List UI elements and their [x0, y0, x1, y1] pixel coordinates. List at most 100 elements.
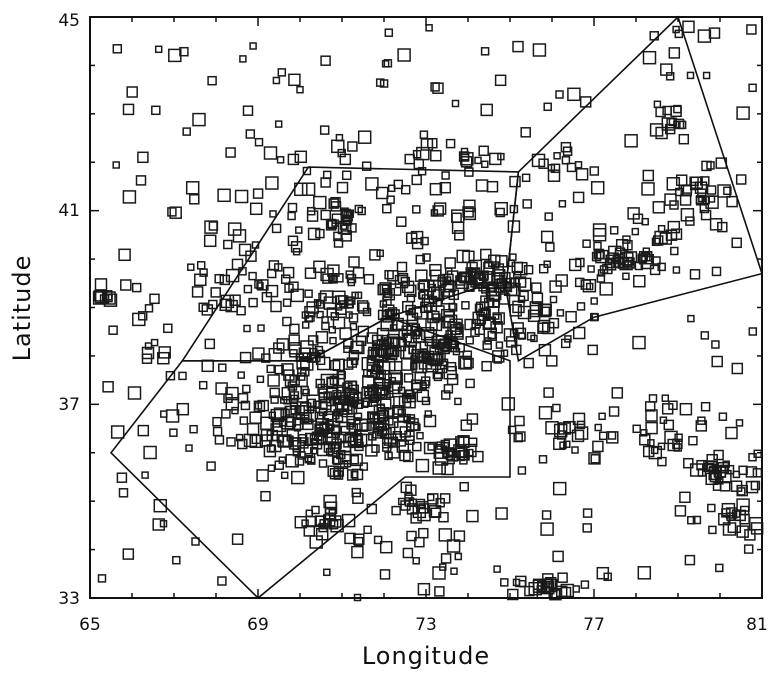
scatter-point [712, 482, 722, 491]
scatter-point [221, 409, 231, 419]
scatter-point [163, 323, 173, 334]
scatter-point [116, 472, 128, 483]
scatter-point [556, 309, 565, 317]
scatter-point [347, 141, 358, 152]
scatter-point [645, 409, 658, 422]
scatter-point [120, 279, 132, 291]
scatter-point [215, 382, 228, 395]
scatter-point [379, 79, 389, 88]
scatter-point [670, 105, 682, 118]
scatter-point [122, 103, 135, 116]
scatter-point [418, 527, 429, 539]
scatter-point [492, 350, 505, 363]
scatter-point [424, 410, 433, 418]
scatter-point [288, 394, 299, 405]
scatter-point [321, 316, 329, 324]
scatter-point [711, 340, 720, 349]
scatter-point [351, 487, 362, 498]
scatter-point [289, 323, 300, 335]
scatter-point [333, 238, 344, 248]
scatter-point [97, 574, 107, 583]
scatter-point [294, 515, 308, 529]
scatter-point [738, 465, 748, 476]
scatter-point [349, 434, 364, 449]
scatter-point [701, 160, 712, 172]
scatter-point [470, 327, 480, 337]
scatter-point [403, 373, 414, 383]
scatter-point [340, 214, 351, 225]
scatter-point [480, 103, 493, 117]
scatter-point [518, 579, 527, 588]
scatter-point [118, 248, 131, 262]
scatter-point [558, 422, 571, 435]
scatter-point [493, 269, 506, 281]
scatter-point [313, 195, 327, 210]
scatter-point [384, 347, 398, 361]
scatter-point [235, 433, 244, 442]
scatter-point [501, 397, 516, 411]
scatter-point [423, 414, 437, 428]
scatter-point [214, 273, 224, 284]
scatter-point [283, 396, 292, 405]
scatter-point [679, 194, 692, 206]
scatter-point [494, 74, 507, 87]
scatter-point [110, 425, 125, 439]
scatter-point [376, 426, 388, 437]
scatter-point [549, 295, 558, 304]
scatter-point [198, 380, 208, 390]
scatter-point [632, 424, 641, 434]
scatter-point [437, 274, 446, 282]
scatter-point [315, 378, 325, 389]
scatter-point [491, 261, 500, 269]
scatter-point [389, 382, 401, 395]
scatter-point [285, 454, 299, 468]
scatter-point [572, 326, 586, 340]
scatter-point [523, 264, 534, 275]
scatter-point [263, 146, 278, 160]
scatter-point [165, 370, 176, 381]
scatter-point [299, 402, 312, 414]
scatter-point [307, 227, 321, 241]
scatter-point [271, 223, 282, 234]
scatter-point [726, 195, 738, 208]
scatter-point [237, 371, 245, 379]
scatter-point [560, 338, 571, 349]
scatter-point [288, 342, 302, 355]
scatter-point [154, 45, 163, 54]
scatter-point [254, 402, 263, 410]
scatter-point [582, 523, 592, 533]
scatter-point [567, 87, 581, 102]
scatter-point [397, 272, 409, 284]
scatter-point [441, 390, 451, 400]
scatter-point [272, 417, 283, 428]
scatter-point [571, 429, 585, 443]
scatter-point [301, 311, 310, 319]
scatter-point [459, 481, 469, 492]
scatter-point [406, 293, 416, 303]
scatter-point [257, 399, 270, 412]
scatter-point [622, 239, 633, 251]
scatter-point [683, 457, 694, 469]
scatter-point [673, 104, 682, 114]
scatter-point [655, 126, 668, 140]
scatter-point [301, 182, 316, 196]
scatter-point [684, 554, 696, 566]
scatter-point [291, 470, 305, 485]
scatter-point [446, 361, 457, 372]
scatter-point [425, 318, 438, 331]
scatter-point [150, 338, 159, 347]
scatter-point [94, 278, 108, 291]
scatter-point [735, 174, 747, 185]
scatter-point [388, 283, 402, 296]
scatter-point [257, 324, 265, 332]
scatter-point [335, 133, 344, 142]
scatter-point [439, 181, 452, 194]
scatter-point [297, 437, 309, 449]
scatter-point [328, 273, 338, 283]
scatter-point [330, 518, 344, 533]
scatter-point [375, 348, 389, 362]
scatter-point [711, 266, 722, 277]
scatter-point [167, 207, 177, 217]
scatter-point [492, 275, 504, 287]
scatter-point [290, 405, 300, 415]
